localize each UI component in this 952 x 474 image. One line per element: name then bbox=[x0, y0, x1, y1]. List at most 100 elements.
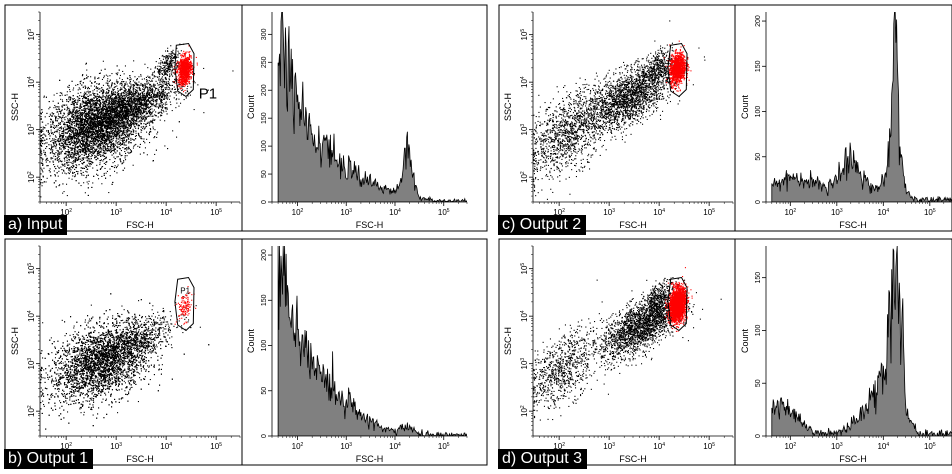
event-dot bbox=[41, 169, 42, 170]
event-dot bbox=[78, 146, 79, 147]
event-dot bbox=[87, 130, 88, 131]
event-dot bbox=[69, 178, 70, 179]
event-dot bbox=[105, 98, 106, 99]
event-dot bbox=[73, 135, 74, 136]
event-dot bbox=[108, 137, 109, 138]
event-dot bbox=[87, 140, 88, 141]
event-dot bbox=[121, 124, 122, 125]
event-dot bbox=[120, 140, 121, 141]
event-dot bbox=[103, 148, 104, 149]
event-dot bbox=[48, 132, 49, 133]
event-dot bbox=[133, 146, 134, 147]
event-dot bbox=[108, 93, 109, 94]
event-dot bbox=[134, 76, 135, 77]
event-dot bbox=[86, 177, 87, 178]
event-dot bbox=[65, 148, 66, 149]
event-dot bbox=[123, 140, 124, 141]
event-dot bbox=[67, 91, 68, 92]
event-dot bbox=[151, 116, 152, 117]
event-dot bbox=[133, 89, 134, 90]
event-dot bbox=[92, 112, 93, 113]
event-dot bbox=[53, 107, 54, 108]
event-dot bbox=[80, 155, 81, 156]
event-dot bbox=[70, 171, 71, 172]
event-dot bbox=[61, 128, 62, 129]
event-dot bbox=[72, 114, 73, 115]
event-dot bbox=[109, 169, 110, 170]
event-dot bbox=[105, 164, 106, 165]
event-dot bbox=[73, 118, 74, 119]
event-dot bbox=[41, 179, 42, 180]
event-dot bbox=[150, 114, 151, 115]
event-dot bbox=[128, 138, 129, 139]
event-dot bbox=[80, 173, 81, 174]
event-dot bbox=[59, 149, 60, 150]
event-dot bbox=[94, 110, 95, 111]
event-dot bbox=[127, 78, 128, 79]
event-dot bbox=[61, 110, 62, 111]
event-dot bbox=[50, 149, 51, 150]
event-dot bbox=[63, 128, 64, 129]
event-dot bbox=[73, 109, 74, 110]
event-dot bbox=[118, 139, 119, 140]
event-dot bbox=[77, 118, 78, 119]
event-dot bbox=[84, 134, 85, 135]
event-dot bbox=[72, 98, 73, 99]
event-dot bbox=[97, 175, 98, 176]
event-dot bbox=[98, 89, 99, 90]
event-dot bbox=[122, 84, 123, 85]
event-dot bbox=[96, 115, 97, 116]
event-dot bbox=[80, 112, 81, 113]
event-dot bbox=[71, 154, 72, 155]
event-dot bbox=[68, 98, 69, 99]
event-dot bbox=[74, 117, 75, 118]
event-dot bbox=[135, 136, 136, 137]
event-dot bbox=[133, 129, 134, 130]
event-dot bbox=[90, 121, 91, 122]
event-dot bbox=[91, 94, 92, 95]
event-dot bbox=[45, 125, 46, 126]
event-dot bbox=[111, 100, 112, 101]
event-dot bbox=[96, 174, 97, 175]
event-dot bbox=[55, 180, 56, 181]
event-dot bbox=[156, 137, 157, 138]
event-dot bbox=[54, 116, 55, 117]
event-dot bbox=[120, 145, 121, 146]
event-dot bbox=[100, 154, 101, 155]
event-dot bbox=[94, 86, 95, 87]
event-dot bbox=[57, 160, 58, 161]
event-dot bbox=[110, 80, 111, 81]
event-dot bbox=[60, 92, 61, 93]
event-dot bbox=[133, 165, 134, 166]
event-dot bbox=[106, 161, 107, 162]
event-dot bbox=[44, 134, 45, 135]
event-dot bbox=[56, 186, 57, 187]
event-dot bbox=[107, 88, 108, 89]
event-dot bbox=[107, 76, 108, 77]
event-dot bbox=[143, 152, 144, 153]
event-dot bbox=[54, 170, 55, 171]
event-dot bbox=[100, 156, 101, 157]
event-dot bbox=[92, 90, 93, 91]
event-dot bbox=[154, 154, 155, 155]
event-dot bbox=[116, 138, 117, 139]
event-dot bbox=[126, 145, 127, 146]
event-dot bbox=[99, 92, 100, 93]
event-dot bbox=[87, 146, 88, 147]
event-dot bbox=[133, 80, 134, 81]
event-dot bbox=[147, 154, 148, 155]
event-dot bbox=[75, 157, 76, 158]
event-dot bbox=[106, 93, 107, 94]
event-dot bbox=[89, 144, 90, 145]
event-dot bbox=[75, 85, 76, 86]
event-dot bbox=[42, 160, 43, 161]
event-dot bbox=[67, 165, 68, 166]
event-dot bbox=[68, 97, 69, 98]
event-dot bbox=[103, 140, 104, 141]
event-dot bbox=[82, 100, 83, 101]
event-dot bbox=[91, 100, 92, 101]
event-dot bbox=[58, 108, 59, 109]
event-dot bbox=[106, 136, 107, 137]
event-dot bbox=[44, 127, 45, 128]
event-dot bbox=[104, 156, 105, 157]
